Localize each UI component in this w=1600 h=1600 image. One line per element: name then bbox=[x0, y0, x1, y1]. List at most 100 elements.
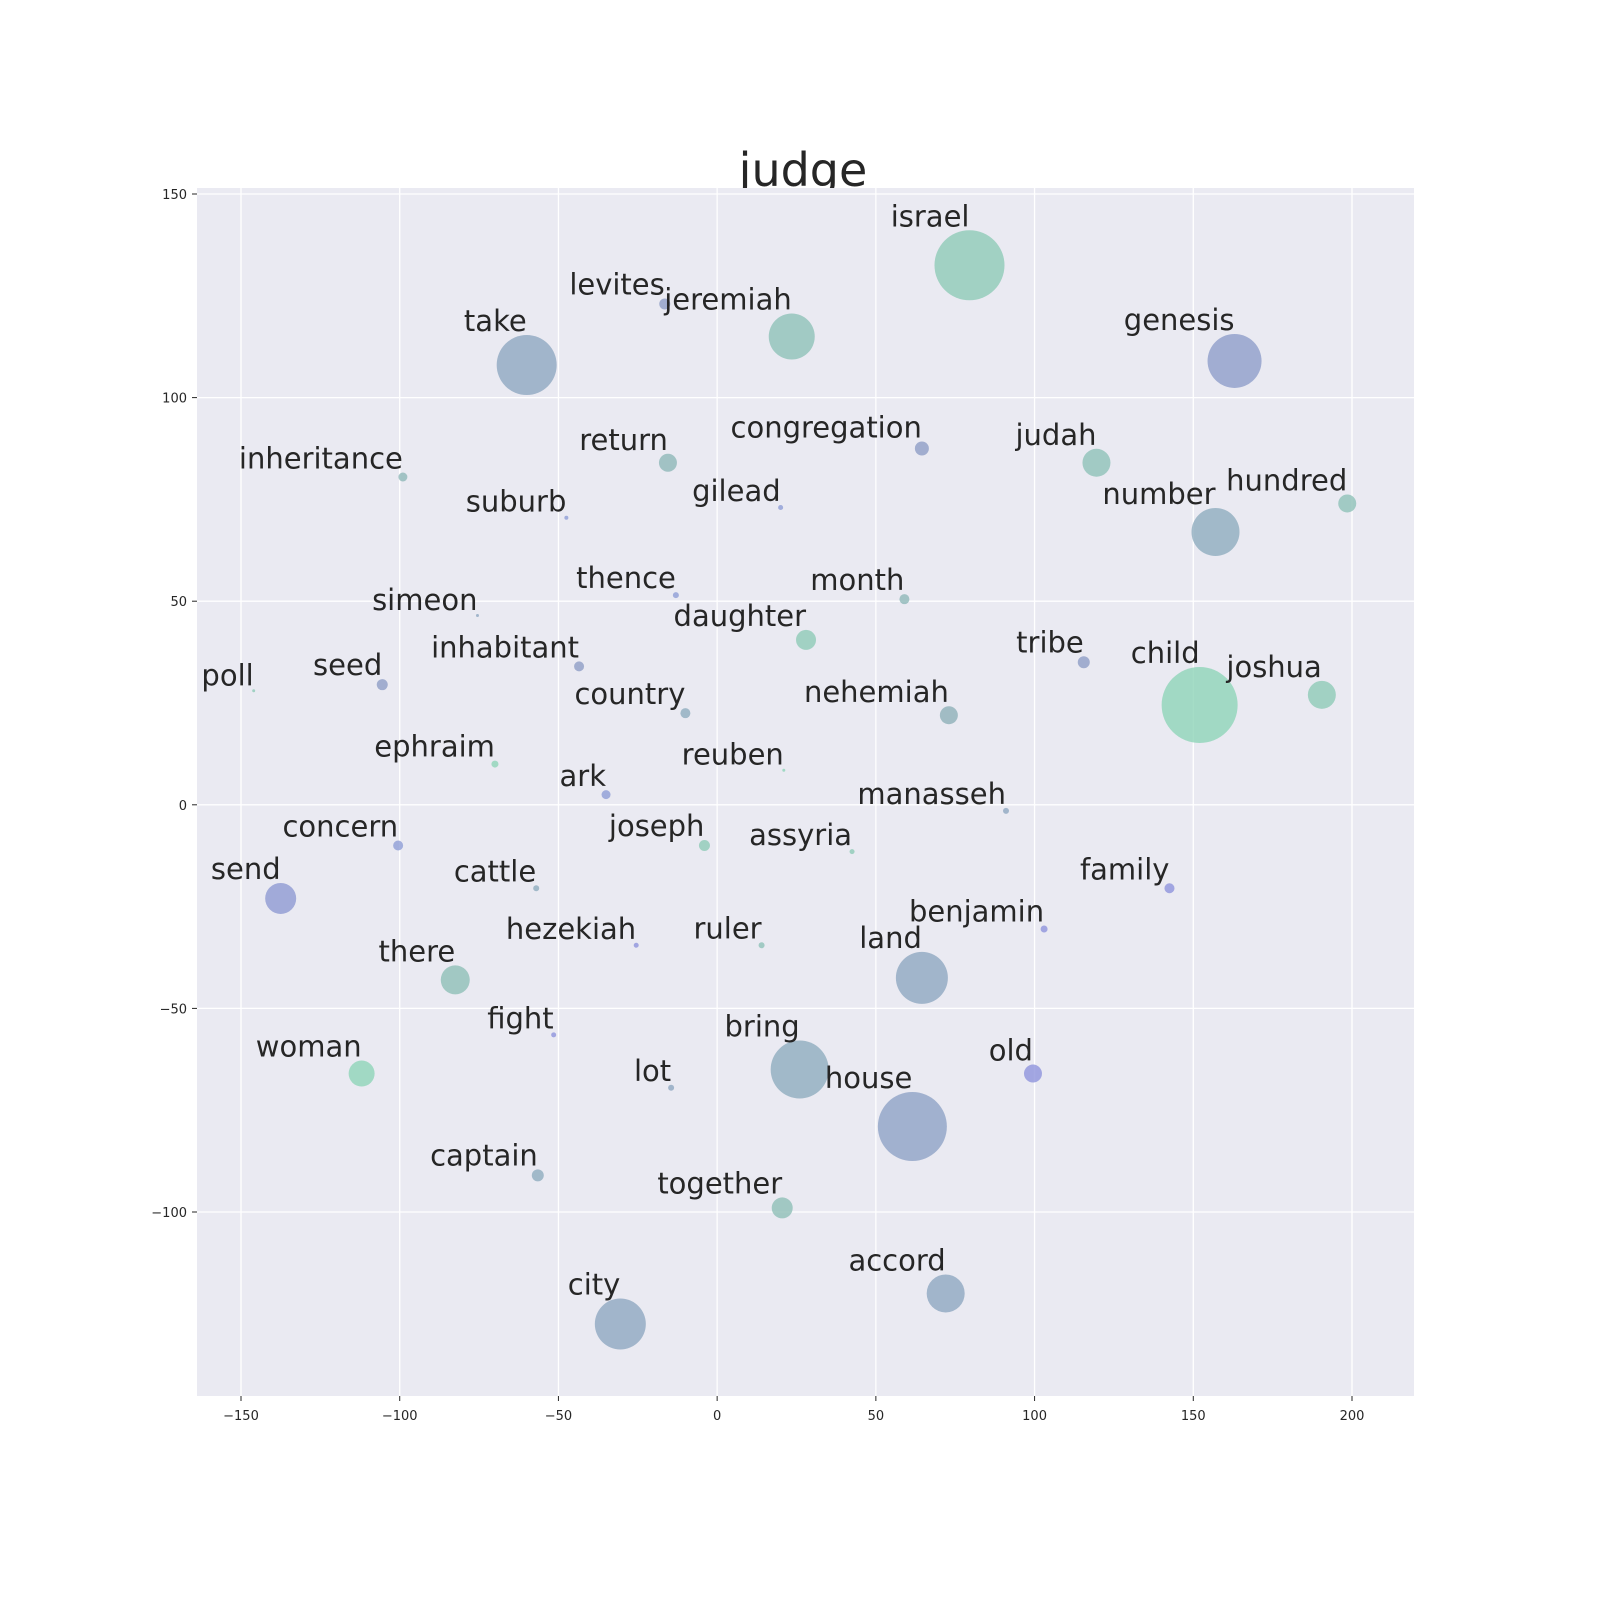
data-point-hezekiah bbox=[633, 942, 639, 948]
point-label-fight: fight bbox=[487, 1001, 553, 1035]
point-label-benjamin: benjamin bbox=[909, 894, 1044, 928]
point-label-gilead: gilead bbox=[692, 474, 781, 508]
data-point-joshua bbox=[1307, 680, 1336, 709]
data-point-country bbox=[680, 708, 691, 719]
data-point-together bbox=[771, 1197, 793, 1219]
point-label-send: send bbox=[211, 852, 281, 886]
point-label-seed: seed bbox=[313, 648, 382, 682]
gridlines bbox=[197, 188, 1414, 1396]
point-label-simeon: simeon bbox=[372, 583, 477, 617]
x-tick-label: −150 bbox=[223, 1409, 259, 1424]
point-label-bring: bring bbox=[724, 1009, 799, 1043]
point-label-joseph: joseph bbox=[608, 809, 705, 843]
data-point-ephraim bbox=[491, 760, 499, 768]
point-label-suburb: suburb bbox=[466, 485, 567, 519]
point-label-levites: levites bbox=[569, 267, 664, 301]
x-tick-label: 100 bbox=[1022, 1409, 1047, 1424]
data-point-congregation bbox=[914, 441, 929, 456]
point-label-reuben: reuben bbox=[682, 738, 784, 772]
data-point-accord bbox=[926, 1274, 965, 1313]
point-label-israel: israel bbox=[891, 199, 970, 233]
point-label-family: family bbox=[1080, 852, 1170, 886]
data-point-suburb bbox=[564, 515, 569, 520]
x-tick-label: 200 bbox=[1340, 1409, 1365, 1424]
data-point-lot bbox=[668, 1084, 675, 1091]
data-point-take bbox=[496, 335, 557, 396]
data-point-send bbox=[265, 882, 297, 914]
point-label-manasseh: manasseh bbox=[857, 777, 1006, 811]
point-label-joshua: joshua bbox=[1225, 650, 1321, 684]
data-point-ark bbox=[601, 790, 611, 800]
point-label-accord: accord bbox=[848, 1243, 945, 1277]
data-point-nehemiah bbox=[939, 706, 958, 725]
y-tick-label: 50 bbox=[170, 595, 187, 610]
point-label-country: country bbox=[574, 677, 685, 711]
data-point-gilead bbox=[778, 505, 784, 511]
data-point-joseph bbox=[698, 840, 710, 852]
data-point-land bbox=[895, 951, 948, 1004]
point-label-captain: captain bbox=[430, 1138, 538, 1172]
data-point-tribe bbox=[1077, 656, 1090, 669]
point-label-hezekiah: hezekiah bbox=[506, 912, 636, 946]
point-label-land: land bbox=[859, 921, 922, 955]
data-point-woman bbox=[348, 1060, 375, 1087]
data-point-judah bbox=[1082, 448, 1111, 477]
point-label-daughter: daughter bbox=[674, 599, 807, 633]
point-label-jeremiah: jeremiah bbox=[663, 283, 791, 317]
data-point-fight bbox=[551, 1032, 557, 1038]
data-point-thence bbox=[672, 592, 679, 599]
data-point-family bbox=[1164, 883, 1175, 894]
data-point-old bbox=[1023, 1064, 1042, 1083]
y-tick-label: −100 bbox=[151, 1206, 187, 1221]
y-tick-label: 150 bbox=[162, 188, 187, 203]
point-label-tribe: tribe bbox=[1016, 625, 1084, 659]
point-label-thence: thence bbox=[576, 561, 676, 595]
point-label-judah: judah bbox=[1014, 418, 1096, 452]
data-point-genesis bbox=[1207, 333, 1262, 388]
data-point-captain bbox=[531, 1169, 544, 1182]
data-point-daughter bbox=[796, 629, 817, 650]
data-point-bring bbox=[770, 1040, 829, 1099]
y-tick-label: 100 bbox=[162, 392, 187, 407]
point-label-there: there bbox=[379, 934, 456, 968]
point-label-number: number bbox=[1102, 477, 1215, 511]
point-label-ruler: ruler bbox=[693, 911, 761, 945]
data-point-ruler bbox=[758, 942, 765, 949]
point-label-old: old bbox=[989, 1034, 1033, 1068]
point-label-assyria: assyria bbox=[749, 818, 852, 852]
data-point-poll bbox=[252, 689, 256, 693]
data-point-house bbox=[877, 1091, 947, 1161]
x-tick-label: −50 bbox=[545, 1409, 572, 1424]
data-point-hundred bbox=[1338, 494, 1357, 513]
data-point-inhabitant bbox=[574, 661, 585, 672]
data-point-jeremiah bbox=[768, 313, 815, 360]
point-label-ark: ark bbox=[560, 759, 607, 793]
y-tick-label: 0 bbox=[179, 799, 187, 814]
data-point-city bbox=[594, 1298, 646, 1350]
data-point-concern bbox=[393, 840, 404, 851]
point-label-ephraim: ephraim bbox=[374, 730, 495, 764]
data-point-cattle bbox=[533, 885, 540, 892]
point-label-inheritance: inheritance bbox=[239, 442, 403, 476]
data-point-there bbox=[440, 965, 470, 995]
point-label-congregation: congregation bbox=[731, 411, 922, 445]
point-label-inhabitant: inhabitant bbox=[431, 630, 579, 664]
point-label-together: together bbox=[657, 1166, 782, 1200]
data-point-israel bbox=[934, 230, 1005, 301]
point-label-woman: woman bbox=[256, 1030, 362, 1064]
data-point-month bbox=[899, 594, 910, 605]
point-label-return: return bbox=[579, 423, 668, 457]
point-label-concern: concern bbox=[282, 810, 398, 844]
data-point-benjamin bbox=[1040, 925, 1048, 933]
point-labels: israel levites jeremiah take genesis inherita… bbox=[201, 199, 1347, 1301]
point-label-month: month bbox=[810, 563, 904, 597]
point-label-take: take bbox=[464, 304, 527, 338]
point-label-genesis: genesis bbox=[1124, 303, 1235, 337]
axis-ticks: −150 −100 −50 0 50 100 150 200 150 100 50 0 −50 −100 bbox=[151, 188, 1364, 1424]
data-point-return bbox=[658, 453, 677, 472]
x-tick-label: −100 bbox=[382, 1409, 418, 1424]
point-label-nehemiah: nehemiah bbox=[804, 675, 949, 709]
data-point-inheritance bbox=[398, 472, 408, 482]
point-label-poll: poll bbox=[201, 658, 253, 692]
